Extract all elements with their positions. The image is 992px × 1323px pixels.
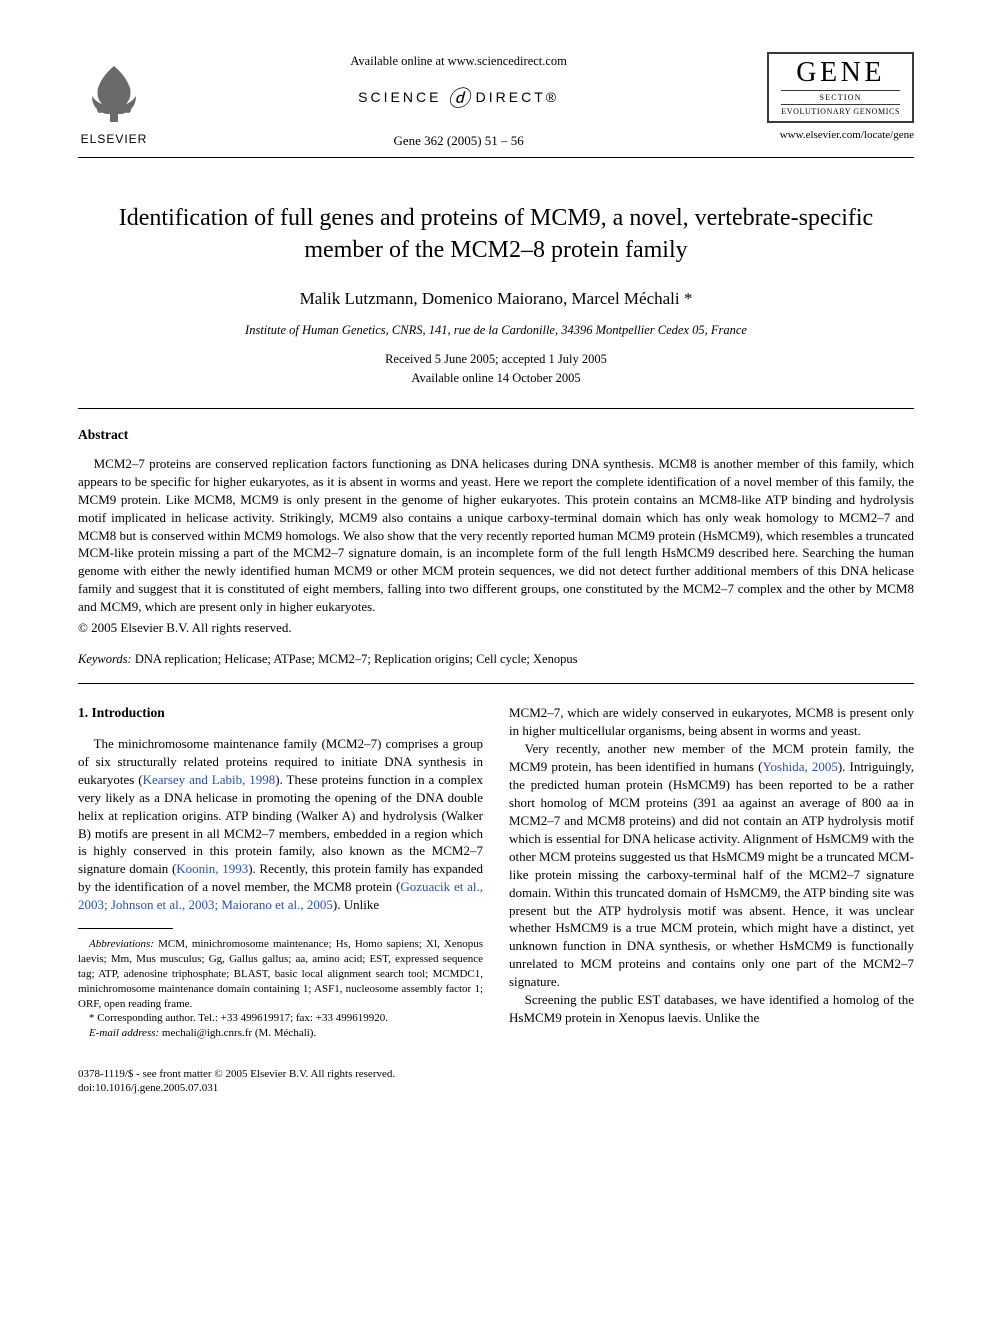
elsevier-tree-icon bbox=[78, 58, 150, 130]
body-columns: 1. Introduction The minichromosome maint… bbox=[78, 704, 914, 1041]
sd-right: DIRECT® bbox=[476, 89, 559, 105]
citation-link-koonin[interactable]: Koonin, 1993 bbox=[176, 861, 248, 876]
journal-section-label: SECTION bbox=[781, 90, 900, 105]
journal-title: GENE bbox=[781, 57, 900, 89]
footnotes: Abbreviations: MCM, minichromosome maint… bbox=[78, 937, 483, 1041]
intro-right-2b: ). Intriguingly, the predicted human pro… bbox=[509, 759, 914, 989]
pre-abstract-rule bbox=[78, 408, 914, 409]
sciencedirect-logo: SCIENCE ⓓ DIRECT® bbox=[150, 81, 767, 113]
email-label: E-mail address: bbox=[89, 1027, 159, 1039]
article-title: Identification of full genes and protein… bbox=[108, 202, 884, 267]
email-line: E-mail address: mechali@igh.cnrs.fr (M. … bbox=[78, 1026, 483, 1041]
journal-logo: GENE SECTION EVOLUTIONARY GENOMICS www.e… bbox=[767, 52, 914, 141]
journal-box: GENE SECTION EVOLUTIONARY GENOMICS bbox=[767, 52, 914, 123]
corresponding-author: * Corresponding author. Tel.: +33 499619… bbox=[78, 1011, 483, 1026]
keywords-label: Keywords: bbox=[78, 652, 132, 666]
abbrev-label: Abbreviations: bbox=[89, 938, 154, 950]
page-footer: 0378-1119/$ - see front matter © 2005 El… bbox=[78, 1067, 914, 1096]
sd-at-icon: ⓓ bbox=[441, 81, 475, 113]
keywords-line: Keywords: DNA replication; Helicase; ATP… bbox=[78, 652, 914, 667]
available-online-date: Available online 14 October 2005 bbox=[78, 371, 914, 386]
citation-line: Gene 362 (2005) 51 – 56 bbox=[150, 133, 767, 149]
right-column: MCM2–7, which are widely conserved in eu… bbox=[509, 704, 914, 1041]
affiliation: Institute of Human Genetics, CNRS, 141, … bbox=[78, 323, 914, 338]
intro-text-1d: ). Unlike bbox=[333, 897, 379, 912]
citation-link-kearsey[interactable]: Kearsey and Labib, 1998 bbox=[143, 772, 276, 787]
intro-right-p1: MCM2–7, which are widely conserved in eu… bbox=[509, 704, 914, 740]
intro-para-left: The minichromosome maintenance family (M… bbox=[78, 735, 483, 914]
footnote-rule bbox=[78, 928, 173, 929]
intro-right-p3: Screening the public EST databases, we h… bbox=[509, 991, 914, 1027]
abbreviations-footnote: Abbreviations: MCM, minichromosome maint… bbox=[78, 937, 483, 1011]
elsevier-logo: ELSEVIER bbox=[78, 58, 150, 146]
citation-link-yoshida[interactable]: Yoshida, 2005 bbox=[762, 759, 837, 774]
received-accepted: Received 5 June 2005; accepted 1 July 20… bbox=[78, 352, 914, 367]
available-online-text: Available online at www.sciencedirect.co… bbox=[150, 54, 767, 69]
abstract-body: MCM2–7 proteins are conserved replicatio… bbox=[78, 455, 914, 616]
header-center: Available online at www.sciencedirect.co… bbox=[150, 48, 767, 149]
keywords-values: DNA replication; Helicase; ATPase; MCM2–… bbox=[135, 652, 578, 666]
sd-left: SCIENCE bbox=[358, 89, 441, 105]
intro-right-p2: Very recently, another new member of the… bbox=[509, 740, 914, 991]
email-address: mechali@igh.cnrs.fr (M. Méchali). bbox=[162, 1027, 316, 1039]
journal-url: www.elsevier.com/locate/gene bbox=[767, 129, 914, 141]
abstract-heading: Abstract bbox=[78, 427, 914, 443]
publisher-name: ELSEVIER bbox=[81, 132, 148, 146]
abstract-copyright: © 2005 Elsevier B.V. All rights reserved… bbox=[78, 620, 914, 636]
journal-section-name: EVOLUTIONARY GENOMICS bbox=[781, 105, 900, 116]
front-matter-line: 0378-1119/$ - see front matter © 2005 El… bbox=[78, 1067, 914, 1081]
authors: Malik Lutzmann, Domenico Maiorano, Marce… bbox=[78, 289, 914, 309]
intro-heading: 1. Introduction bbox=[78, 704, 483, 723]
top-rule bbox=[78, 157, 914, 158]
doi-line: doi:10.1016/j.gene.2005.07.031 bbox=[78, 1081, 914, 1095]
page-header: ELSEVIER Available online at www.science… bbox=[78, 48, 914, 149]
left-column: 1. Introduction The minichromosome maint… bbox=[78, 704, 483, 1041]
post-keywords-rule bbox=[78, 683, 914, 684]
